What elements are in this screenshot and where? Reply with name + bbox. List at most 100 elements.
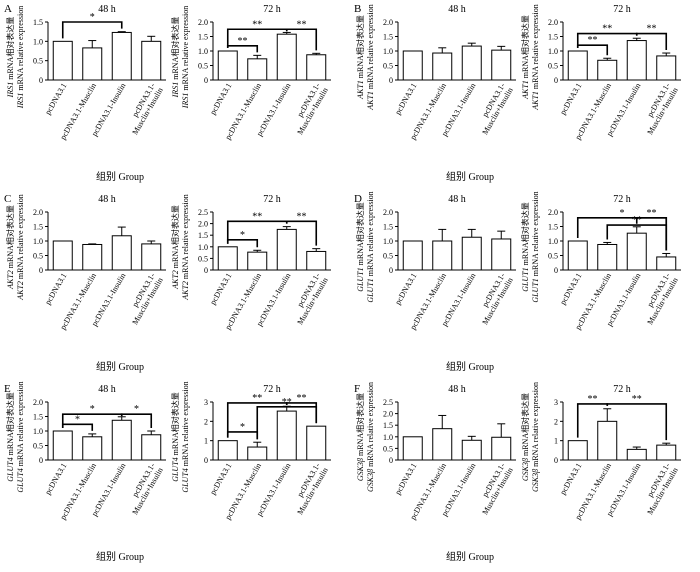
x-tick-label: pcDNA3.1-Musclin+Insulin bbox=[638, 271, 680, 326]
y-axis-title-cn: AKT2 mRNA相对表达量 bbox=[170, 205, 180, 290]
panel-letter: D bbox=[354, 193, 362, 205]
x-tick-label: pcDNA3.1 bbox=[558, 462, 583, 497]
gene-name: GSK3β bbox=[366, 469, 375, 492]
y-axis-title-cn: AKT2 mRNA相对表达量 bbox=[5, 205, 15, 290]
bar bbox=[82, 47, 103, 81]
significance-label: * bbox=[90, 404, 95, 415]
gene-name: GLUT4 bbox=[181, 468, 190, 492]
y-tick-label: 0.5 bbox=[383, 252, 393, 261]
significance-label: * bbox=[620, 208, 625, 219]
y-tick-label: 1.5 bbox=[548, 33, 558, 42]
bar bbox=[52, 40, 73, 81]
x-tick-label-line: pcDNA3.1 bbox=[393, 82, 418, 117]
x-axis-title: 组别 Group bbox=[96, 360, 144, 373]
bar bbox=[461, 439, 482, 461]
y-tick-label: 0 bbox=[204, 456, 208, 465]
bar bbox=[567, 240, 588, 271]
bar bbox=[656, 444, 677, 461]
y-tick-label: 0 bbox=[554, 456, 558, 465]
bar bbox=[82, 243, 103, 271]
x-tick-label: pcDNA3.1-Musclin+Insulin bbox=[123, 81, 165, 136]
y-axis-title-en: GLUT4 mRNA relative expression bbox=[181, 381, 190, 492]
x-tick-label: pcDNA3.1 bbox=[393, 462, 418, 497]
y-axis-title-en: GSK3β mRNA relative expression bbox=[366, 382, 375, 492]
significance-label: * bbox=[240, 230, 245, 241]
subplot-title: 48 h bbox=[448, 194, 466, 205]
bar bbox=[141, 40, 162, 81]
subplot-title: 72 h bbox=[613, 384, 631, 395]
significance-label: ** bbox=[632, 394, 642, 405]
bar bbox=[432, 240, 453, 271]
gene-name: AKT1 bbox=[366, 91, 375, 111]
bar bbox=[402, 50, 423, 81]
x-axis-title: 组别 Group bbox=[446, 170, 494, 183]
significance-label: ** bbox=[297, 19, 307, 30]
bar bbox=[567, 50, 588, 81]
y-tick-label: 2.0 bbox=[198, 18, 208, 27]
x-tick-label-line: pcDNA3.1 bbox=[43, 272, 68, 307]
significance-bracket bbox=[635, 32, 668, 51]
y-axis-title-en: IRS1 mRNA relative expression bbox=[181, 6, 190, 109]
y-tick-label: 1.5 bbox=[548, 223, 558, 232]
gene-name: GSK3β bbox=[356, 458, 365, 481]
y-tick-label: 1.5 bbox=[198, 231, 208, 240]
x-tick-label: pcDNA3.1 bbox=[43, 82, 68, 117]
subplot-title: 48 h bbox=[98, 194, 116, 205]
y-tick-label: 0.5 bbox=[33, 252, 43, 261]
y-tick-label: 0.5 bbox=[198, 62, 208, 71]
significance-label: ** bbox=[647, 24, 657, 35]
significance-bracket bbox=[285, 28, 318, 51]
y-tick-label: 1.0 bbox=[383, 433, 393, 442]
bar bbox=[247, 251, 268, 271]
x-tick-label: pcDNA3.1-Musclin+Insulin bbox=[288, 461, 330, 516]
x-tick-label-line: pcDNA3.1 bbox=[558, 272, 583, 307]
y-axis-title-cn: GSK3β mRNA相对表达量 bbox=[355, 393, 365, 481]
y-tick-label: 1.5 bbox=[198, 33, 208, 42]
x-tick-label-line: pcDNA3.1 bbox=[208, 82, 233, 117]
subplot-title: 72 h bbox=[263, 4, 281, 15]
x-tick-label-line: pcDNA3.1 bbox=[208, 272, 233, 307]
bar bbox=[82, 436, 103, 461]
bar bbox=[141, 434, 162, 461]
y-tick-label: 1.5 bbox=[383, 421, 393, 430]
y-axis-title-cn: GSK3β mRNA相对表达量 bbox=[520, 393, 530, 481]
y-axis-title-en: GLUT1 mRNA relative expression bbox=[531, 191, 540, 302]
y-tick-label: 1 bbox=[204, 437, 208, 446]
y-tick-label: 1.0 bbox=[33, 37, 43, 46]
subplot-title: 48 h bbox=[98, 384, 116, 395]
x-tick-label: pcDNA3.1-Musclin+Insulin bbox=[288, 271, 330, 326]
x-tick-label: pcDNA3.1-Musclin+Insulin bbox=[638, 461, 680, 516]
y-tick-label: 1.0 bbox=[383, 47, 393, 56]
bar bbox=[217, 440, 238, 461]
bar bbox=[656, 55, 677, 81]
panel-letter: B bbox=[354, 3, 361, 15]
x-tick-label: pcDNA3.1-Musclin+Insulin bbox=[288, 81, 330, 136]
y-tick-label: 1.0 bbox=[33, 427, 43, 436]
gene-name: GLUT4 bbox=[171, 457, 180, 481]
y-tick-label: 0.5 bbox=[383, 62, 393, 71]
x-tick-label-line: pcDNA3.1 bbox=[558, 462, 583, 497]
y-tick-label: 2.0 bbox=[383, 208, 393, 217]
bar bbox=[52, 430, 73, 461]
x-tick-label: pcDNA3.1 bbox=[558, 272, 583, 307]
y-tick-label: 0 bbox=[554, 76, 558, 85]
bar bbox=[656, 256, 677, 271]
bar bbox=[626, 232, 647, 271]
y-tick-label: 0.5 bbox=[548, 252, 558, 261]
subplot-title: 48 h bbox=[98, 4, 116, 15]
y-axis-title-cn: IRS1 mRNA相对表达量 bbox=[5, 17, 15, 99]
gene-name: GLUT4 bbox=[16, 468, 25, 492]
y-axis-title-en: GSK3β mRNA relative expression bbox=[531, 382, 540, 492]
y-axis-title-en: IRS1 mRNA relative expression bbox=[16, 6, 25, 109]
gene-name: AKT2 bbox=[16, 281, 25, 301]
bar bbox=[306, 425, 327, 461]
significance-label: ** bbox=[297, 211, 307, 222]
y-tick-label: 0 bbox=[39, 266, 43, 275]
y-tick-label: 1 bbox=[554, 437, 558, 446]
significance-bracket bbox=[285, 220, 318, 246]
y-tick-label: 2.0 bbox=[548, 18, 558, 27]
